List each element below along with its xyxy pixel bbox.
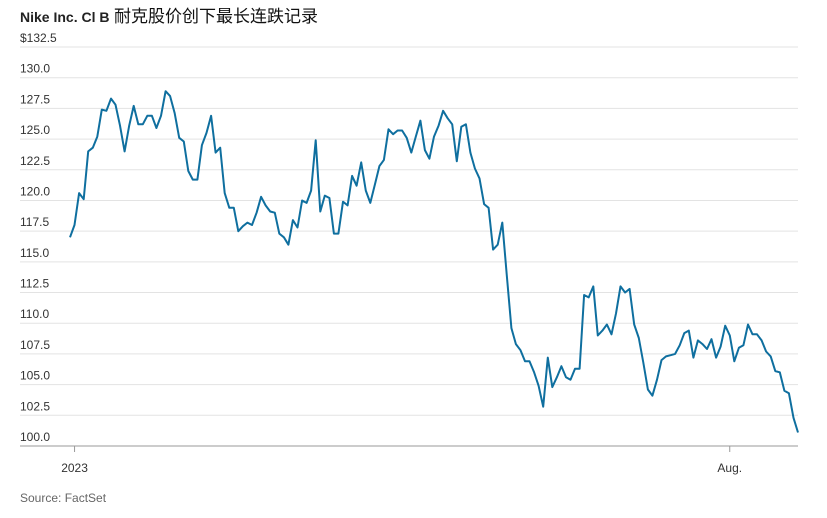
y-tick-label: $132.5 — [20, 31, 57, 45]
y-tick-label: 107.5 — [20, 338, 50, 352]
y-tick-label: 112.5 — [20, 277, 49, 291]
y-tick-label: 122.5 — [20, 154, 50, 168]
x-tick-label: Aug. — [717, 461, 742, 475]
y-tick-label: 110.0 — [20, 307, 49, 321]
price-line — [69, 90, 799, 433]
y-tick-label: 105.0 — [20, 369, 50, 383]
y-tick-label: 115.0 — [20, 246, 49, 260]
y-tick-label: 117.5 — [20, 215, 49, 229]
y-tick-label: 125.0 — [20, 123, 50, 137]
y-tick-label: 127.5 — [20, 92, 50, 106]
y-tick-label: 120.0 — [20, 184, 50, 198]
chart-title: Nike Inc. Cl B — [20, 9, 109, 25]
source-note: Source: FactSet — [20, 491, 107, 505]
x-tick-label: 2023 — [61, 461, 88, 475]
y-tick-label: 102.5 — [20, 399, 50, 413]
y-tick-label: 130.0 — [20, 62, 50, 76]
chart-subtitle: 耐克股价创下最长连跌记录 — [114, 7, 318, 26]
y-tick-label: 100.0 — [20, 430, 50, 444]
